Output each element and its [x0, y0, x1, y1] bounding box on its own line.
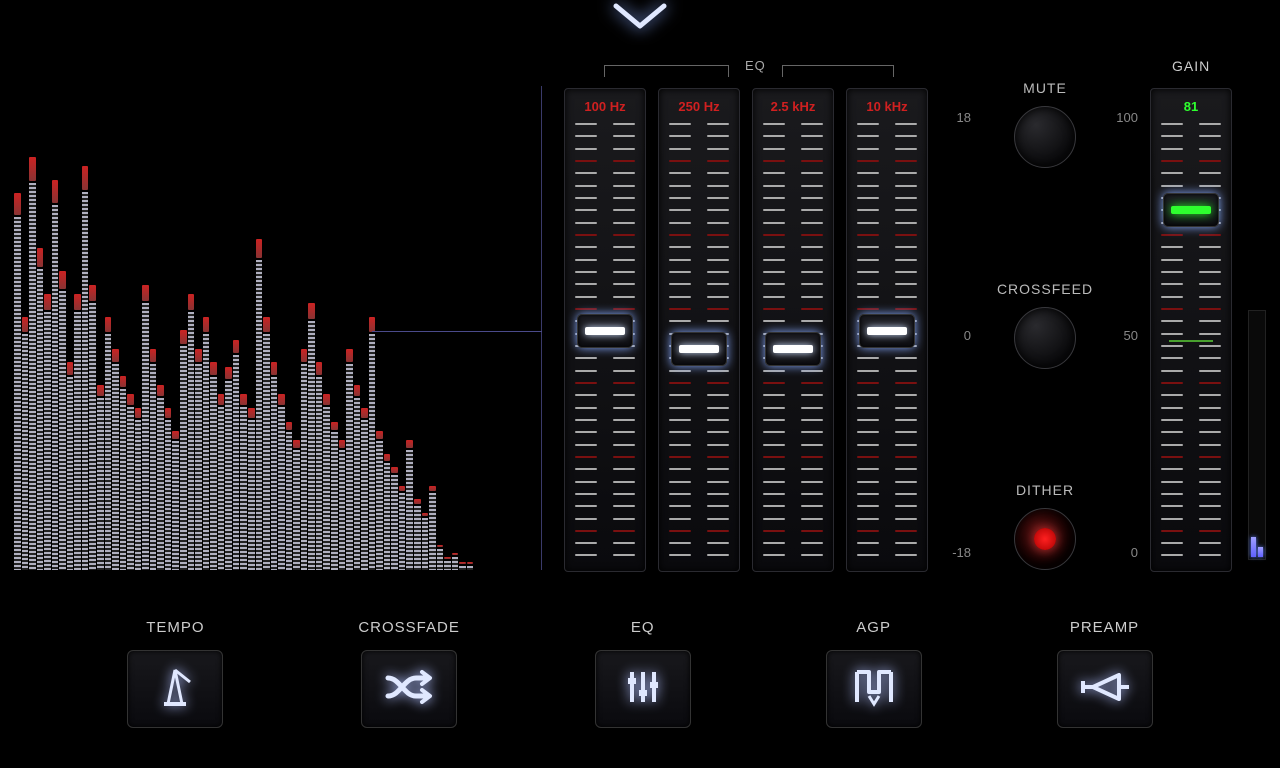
output-level-meter: [1248, 310, 1266, 560]
amp-icon: [1079, 667, 1131, 712]
eq-slider-3-value: 10 kHz: [847, 89, 927, 118]
eq-bracket-decoration: [604, 65, 894, 83]
tempo-label: TEMPO: [146, 619, 204, 636]
gate-icon: [851, 664, 897, 715]
crossfeed-label: CROSSFEED: [997, 281, 1093, 297]
gain-slider-wrap: 81: [1150, 88, 1232, 572]
eq-slider-2-thumb[interactable]: [765, 332, 821, 366]
gain-scale-labels: 100 50 0: [1108, 110, 1138, 560]
eq-slider-1[interactable]: 250 Hz: [658, 88, 740, 572]
gain-slider-thumb[interactable]: [1163, 193, 1219, 227]
preamp-button[interactable]: [1057, 650, 1153, 728]
spectrum-analyzer: [14, 86, 542, 570]
gain-slider-value: 81: [1151, 89, 1231, 118]
eq-slider-3-thumb[interactable]: [859, 314, 915, 348]
agp-button[interactable]: [826, 650, 922, 728]
eq-slider-0-value: 100 Hz: [565, 89, 645, 118]
eq-slider-2[interactable]: 2.5 kHz: [752, 88, 834, 572]
crossfeed-knob[interactable]: [1014, 307, 1076, 369]
eq-slider-0[interactable]: 100 Hz: [564, 88, 646, 572]
tempo-button[interactable]: [127, 650, 223, 728]
metronome-icon: [150, 662, 200, 717]
gain-scale-min: 0: [1131, 545, 1138, 560]
knob-column: MUTE CROSSFEED DITHER: [990, 80, 1100, 570]
eq-button[interactable]: [595, 650, 691, 728]
eq-slider-0-thumb[interactable]: [577, 314, 633, 348]
eq-scale-labels: 18 0 -18: [945, 110, 971, 560]
crossfade-button[interactable]: [361, 650, 457, 728]
collapse-arrow-icon[interactable]: [610, 0, 670, 39]
eq-slider-1-thumb[interactable]: [671, 332, 727, 366]
eq-slider-2-value: 2.5 kHz: [753, 89, 833, 118]
gain-section-label: GAIN: [1172, 58, 1210, 74]
eq-slider-group: 100 Hz 250 Hz 2.5 kHz 10 kHz: [564, 88, 928, 572]
dither-knob[interactable]: [1014, 508, 1076, 570]
crossfade-label: CROSSFADE: [358, 619, 460, 636]
dither-label: DITHER: [1016, 482, 1074, 498]
gain-scale-mid: 50: [1124, 328, 1138, 343]
eq-slider-3[interactable]: 10 kHz: [846, 88, 928, 572]
eq-scale-max: 18: [957, 110, 971, 125]
eq-label: EQ: [631, 619, 655, 636]
gain-scale-max: 100: [1116, 110, 1138, 125]
preamp-label: PREAMP: [1070, 619, 1139, 636]
mute-label: MUTE: [1023, 80, 1067, 96]
sliders-icon: [620, 664, 666, 715]
mute-knob[interactable]: [1014, 106, 1076, 168]
bottom-button-row: TEMPO CROSSFADE EQ AGP PREAMP: [0, 619, 1280, 728]
eq-scale-min: -18: [952, 545, 971, 560]
eq-scale-mid: 0: [964, 328, 971, 343]
eq-slider-1-value: 250 Hz: [659, 89, 739, 118]
gain-slider[interactable]: 81: [1150, 88, 1232, 572]
agp-label: AGP: [856, 619, 891, 636]
shuffle-icon: [382, 666, 436, 713]
